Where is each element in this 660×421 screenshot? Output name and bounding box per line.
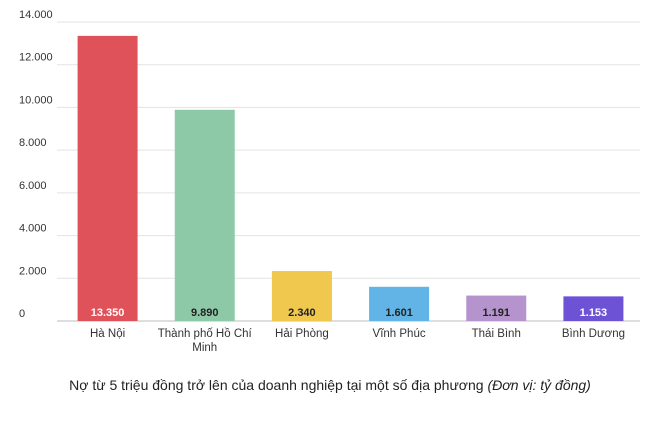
y-tick-label: 8.000	[19, 137, 47, 149]
caption-unit: (Đơn vị: tỷ đồng)	[487, 377, 591, 393]
x-tick-label: Vĩnh Phúc	[373, 328, 426, 340]
y-tick-label: 0	[19, 308, 25, 320]
y-tick-label: 12.000	[19, 52, 53, 64]
x-tick-label: Minh	[192, 342, 217, 354]
y-tick-label: 10.000	[19, 94, 53, 106]
y-tick-label: 6.000	[19, 180, 47, 192]
data-label: 1.601	[385, 307, 413, 319]
data-label: 13.350	[91, 307, 125, 319]
chart-caption: Nợ từ 5 triệu đồng trở lên của doanh ngh…	[0, 377, 660, 393]
x-tick-label: Hải Phòng	[275, 328, 329, 340]
bar	[271, 271, 332, 321]
caption-text: Nợ từ 5 triệu đồng trở lên của doanh ngh…	[69, 377, 484, 393]
data-label: 2.340	[288, 307, 316, 319]
data-label: 1.153	[580, 307, 608, 319]
x-tick-label: Bình Dương	[562, 328, 625, 340]
bar	[369, 286, 430, 321]
gridlines	[57, 21, 640, 322]
y-tick-label: 4.000	[19, 223, 47, 235]
y-tick-label: 14.000	[19, 9, 53, 21]
x-tick-label: Thái Bình	[472, 328, 521, 340]
bars: 13.350 9.890 2.340 1.601 1.191 1.153	[77, 35, 624, 321]
data-label: 1.191	[482, 307, 510, 319]
data-label: 9.890	[191, 307, 219, 319]
bar	[563, 296, 624, 321]
x-tick-label: Hà Nội	[90, 328, 125, 340]
x-tick-label: Thành phố Hồ Chí	[158, 328, 253, 340]
bar	[77, 35, 138, 321]
x-axis: Hà Nội Thành phố Hồ Chí Minh Hải Phòng Vĩnh …	[90, 328, 625, 354]
bar	[466, 295, 527, 321]
y-axis: 0 2.000 4.000 6.000 8.000 10.000 12.000 14.000	[19, 9, 53, 320]
y-tick-label: 2.000	[19, 265, 47, 277]
bar	[174, 109, 235, 321]
